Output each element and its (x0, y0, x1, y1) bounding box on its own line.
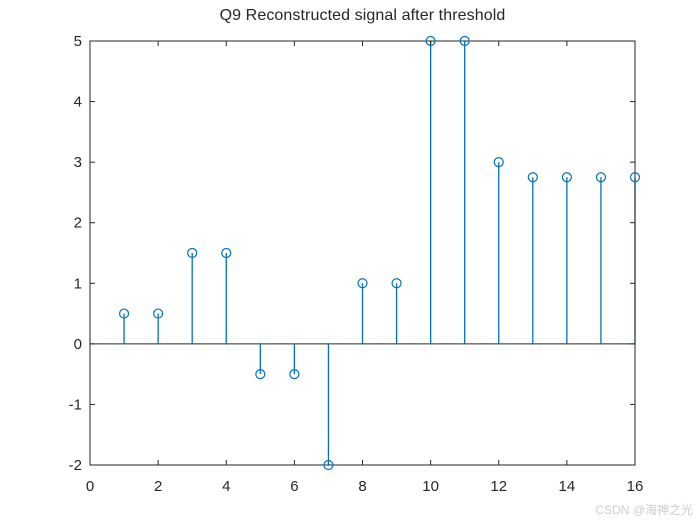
chart-title: Q9 Reconstructed signal after threshold (219, 7, 506, 24)
stem-marker (629, 172, 641, 183)
stem-marker (527, 172, 538, 183)
stem-marker (595, 172, 607, 183)
axes-box (89, 40, 636, 466)
stem-marker (118, 308, 130, 319)
stem-marker (425, 35, 436, 47)
watermark: CSDN @海神之光 (595, 503, 693, 517)
x-tick-label: 14 (559, 478, 576, 495)
x-tick-label: 0 (86, 478, 94, 495)
x-tick-label: 10 (422, 478, 439, 495)
y-ticks: -2 -1 0 1 2 3 4 5 (69, 33, 635, 474)
x-tick-label: 16 (627, 478, 644, 495)
x-tick-label: 6 (290, 478, 298, 495)
x-ticks: 0 2 4 6 8 10 12 14 16 (86, 41, 644, 495)
stem-marker (493, 157, 504, 168)
stem-marker (187, 247, 198, 259)
y-tick-label: 5 (74, 33, 82, 50)
stem-marker (255, 369, 266, 380)
y-tick-label: 4 (74, 94, 82, 111)
y-tick-label: 3 (74, 154, 82, 171)
y-tick-label: -2 (69, 457, 82, 474)
stem-markers (118, 35, 641, 471)
stem-marker (323, 459, 334, 471)
stem-marker (459, 35, 470, 47)
x-tick-label: 8 (358, 478, 366, 495)
stem-marker (357, 278, 368, 289)
y-tick-label: 0 (74, 336, 82, 353)
y-tick-label: 2 (74, 215, 82, 232)
stem-marker (391, 278, 402, 289)
x-tick-label: 2 (154, 478, 162, 495)
stems (123, 41, 636, 465)
stem-marker (561, 172, 572, 183)
stem-marker (221, 247, 232, 259)
x-tick-label: 12 (490, 478, 507, 495)
x-tick-label: 4 (222, 478, 230, 495)
stem-marker (153, 308, 164, 319)
y-tick-label: -1 (69, 396, 82, 413)
y-tick-label: 1 (74, 275, 82, 292)
stem-marker (289, 369, 300, 380)
